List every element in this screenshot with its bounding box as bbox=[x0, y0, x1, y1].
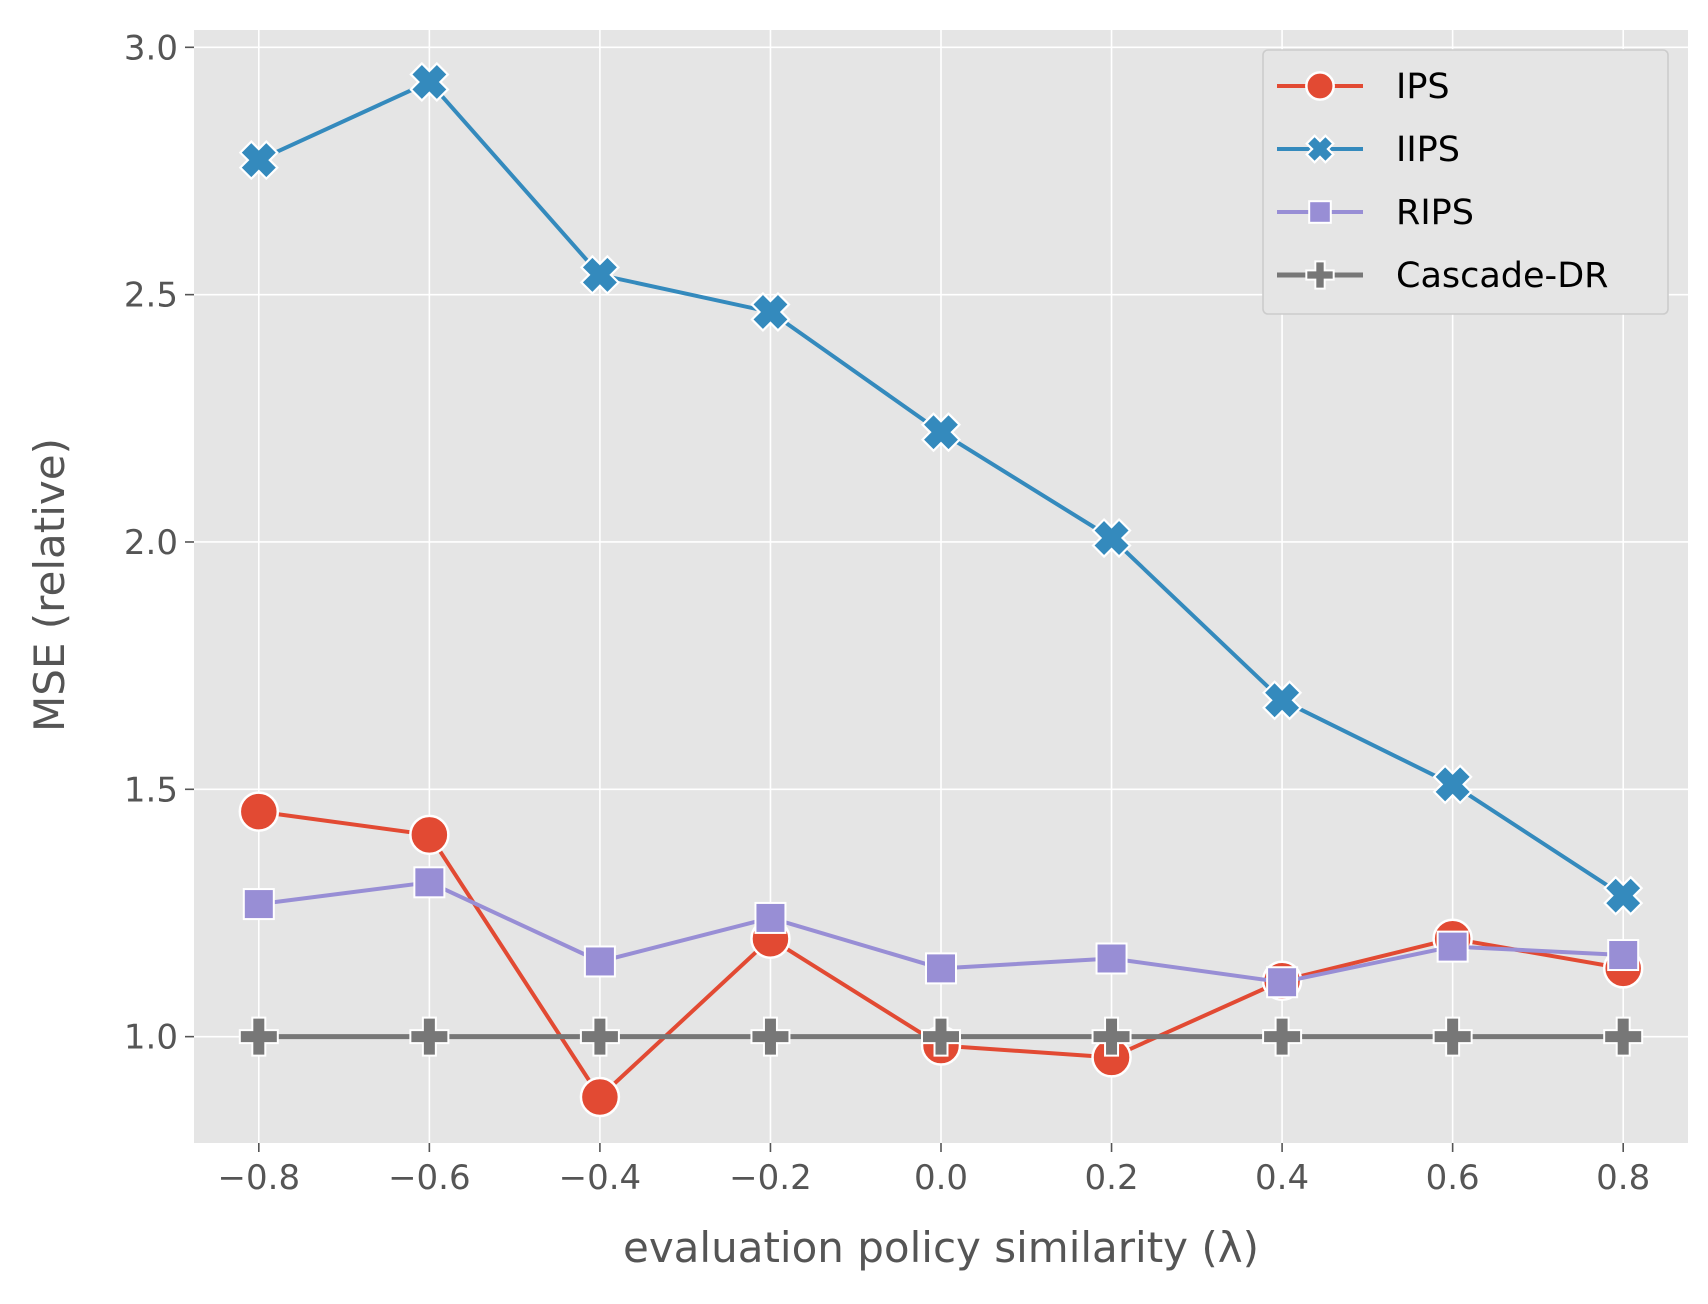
legend-label: Cascade-DR bbox=[1396, 256, 1608, 296]
legend-swatch-marker bbox=[1305, 134, 1335, 164]
data-point bbox=[750, 291, 791, 333]
y-tick-label: 1.0 bbox=[124, 1018, 178, 1058]
legend-item-ips: IPS bbox=[1277, 67, 1450, 107]
series-cascade-dr bbox=[238, 1016, 1644, 1057]
data-point bbox=[1095, 942, 1128, 975]
x-tick-label: −0.2 bbox=[729, 1158, 812, 1198]
data-point bbox=[925, 952, 957, 985]
data-point bbox=[579, 254, 620, 295]
legend-label: IPS bbox=[1396, 67, 1450, 107]
data-point bbox=[242, 888, 275, 921]
legend-swatch-marker bbox=[1308, 200, 1332, 224]
data-point bbox=[409, 1016, 450, 1057]
y-tick-label: 1.5 bbox=[124, 770, 178, 810]
data-point bbox=[583, 945, 616, 978]
series-iips bbox=[238, 61, 1644, 916]
data-point bbox=[238, 140, 279, 181]
data-point bbox=[1091, 1016, 1132, 1057]
data-point bbox=[1091, 517, 1132, 559]
data-point bbox=[413, 866, 446, 899]
series-layer bbox=[238, 61, 1644, 1118]
data-point bbox=[1266, 966, 1299, 999]
series-rips bbox=[242, 866, 1640, 999]
data-point bbox=[1603, 1016, 1644, 1057]
legend-item-rips: RIPS bbox=[1277, 193, 1474, 233]
data-point bbox=[1432, 764, 1473, 805]
data-point bbox=[1262, 680, 1303, 721]
data-point bbox=[238, 791, 280, 832]
x-tick-label: 0.6 bbox=[1426, 1158, 1480, 1198]
legend-label: IIPS bbox=[1396, 130, 1460, 170]
data-point bbox=[921, 1016, 961, 1057]
data-point bbox=[1607, 939, 1640, 972]
legend-label: RIPS bbox=[1396, 193, 1474, 233]
data-point bbox=[409, 61, 450, 102]
x-tick-label: 0.4 bbox=[1255, 1158, 1309, 1198]
y-axis-ticks: 1.0 1.5 2.0 2.5 3.0 bbox=[124, 28, 194, 1058]
data-point bbox=[1603, 875, 1644, 916]
data-point bbox=[920, 412, 962, 453]
x-tick-label: −0.8 bbox=[218, 1158, 301, 1198]
data-point bbox=[1436, 930, 1469, 963]
data-point bbox=[238, 1016, 279, 1057]
data-point bbox=[1432, 1016, 1473, 1057]
y-tick-label: 2.0 bbox=[124, 523, 178, 563]
x-tick-label: −0.6 bbox=[388, 1158, 471, 1198]
x-tick-label: 0.8 bbox=[1596, 1158, 1650, 1198]
x-tick-label: −0.4 bbox=[559, 1158, 642, 1198]
legend-item-iips: IIPS bbox=[1277, 130, 1460, 170]
legend-frame bbox=[1262, 49, 1669, 315]
data-point bbox=[409, 814, 450, 856]
x-tick-label: 0.0 bbox=[914, 1158, 968, 1198]
x-tick-label: 0.2 bbox=[1085, 1158, 1139, 1198]
legend-swatch-marker bbox=[1305, 71, 1335, 101]
data-point bbox=[750, 1016, 791, 1057]
legend-swatch-marker bbox=[1305, 260, 1335, 290]
data-point bbox=[579, 1016, 620, 1057]
legend-item-cascade-dr: Cascade-DR bbox=[1277, 256, 1608, 296]
legend: IPS IIPS RIPS Cascade-DR bbox=[1262, 49, 1669, 315]
x-axis-label: evaluation policy similarity (λ) bbox=[623, 1223, 1259, 1272]
x-axis-ticks: −0.8 −0.6 −0.4 −0.2 0.0 0.2 0.4 0.6 0.8 bbox=[218, 1143, 1650, 1198]
data-point bbox=[754, 901, 787, 934]
y-tick-label: 3.0 bbox=[124, 28, 178, 68]
y-axis-label: MSE (relative) bbox=[25, 438, 74, 732]
data-point bbox=[579, 1076, 621, 1118]
y-tick-label: 2.5 bbox=[124, 276, 178, 316]
data-point bbox=[1262, 1016, 1303, 1057]
